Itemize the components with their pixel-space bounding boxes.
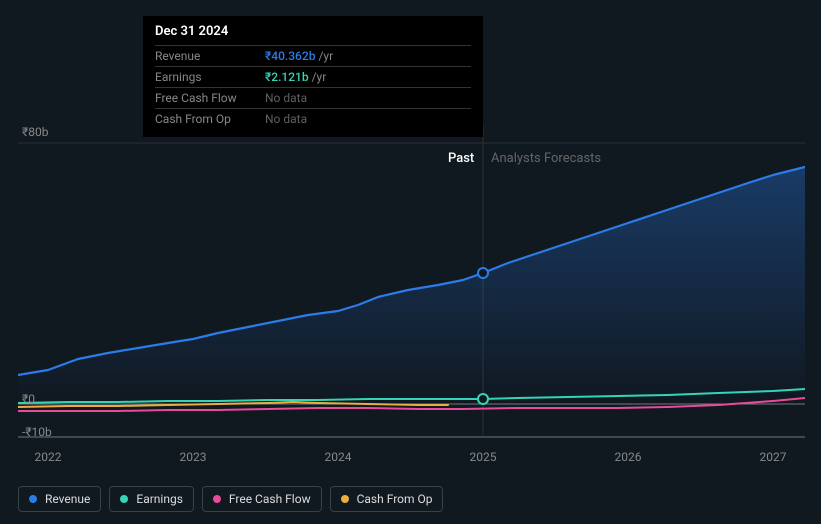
tooltip-date: Dec 31 2024 (155, 24, 471, 45)
line-chart-svg (18, 125, 805, 445)
legend-item-earnings[interactable]: Earnings (109, 486, 194, 512)
legend-label: Cash From Op (357, 492, 433, 506)
tooltip-row: Earnings₹2.121b /yr (155, 66, 471, 87)
legend-dot-icon (213, 495, 221, 503)
tooltip-row-value: No data (265, 112, 471, 126)
tooltip-row-label: Free Cash Flow (155, 91, 265, 105)
x-axis-tick: 2023 (180, 450, 207, 464)
legend-item-revenue[interactable]: Revenue (18, 486, 101, 512)
legend-dot-icon (29, 495, 37, 503)
x-axis-tick: 2024 (325, 450, 352, 464)
legend-item-free-cash-flow[interactable]: Free Cash Flow (202, 486, 322, 512)
tooltip-row: Cash From OpNo data (155, 108, 471, 129)
y-axis-tick: ₹0 (22, 392, 35, 406)
tooltip-row-value: ₹2.121b /yr (265, 70, 471, 84)
legend-item-cash-from-op[interactable]: Cash From Op (330, 486, 444, 512)
tooltip-row-value: ₹40.362b /yr (265, 49, 471, 63)
y-axis-tick: ₹80b (22, 125, 48, 139)
legend-label: Earnings (136, 492, 183, 506)
x-axis-tick: 2026 (615, 450, 642, 464)
legend-label: Revenue (45, 492, 90, 506)
tooltip-row: Free Cash FlowNo data (155, 87, 471, 108)
legend-dot-icon (120, 495, 128, 503)
chart-area: ₹80b₹0-₹10b 202220232024202520262027 Pas… (18, 125, 805, 445)
tooltip-row-label: Cash From Op (155, 112, 265, 126)
forecast-label: Analysts Forecasts (491, 151, 601, 166)
x-axis-tick: 2022 (35, 450, 62, 464)
tooltip-row-value: No data (265, 91, 471, 105)
x-axis-tick: 2027 (760, 450, 787, 464)
tooltip-row-label: Revenue (155, 49, 265, 63)
legend-label: Free Cash Flow (229, 492, 311, 506)
legend-dot-icon (341, 495, 349, 503)
chart-legend: Revenue Earnings Free Cash Flow Cash From O… (18, 486, 443, 512)
past-label: Past (448, 151, 474, 166)
tooltip-row-label: Earnings (155, 70, 265, 84)
chart-tooltip: Dec 31 2024 Revenue₹40.362b /yrEarnings₹… (143, 16, 483, 137)
x-axis-tick: 2025 (470, 450, 497, 464)
y-axis-tick: -₹10b (22, 425, 52, 439)
tooltip-row: Revenue₹40.362b /yr (155, 45, 471, 66)
